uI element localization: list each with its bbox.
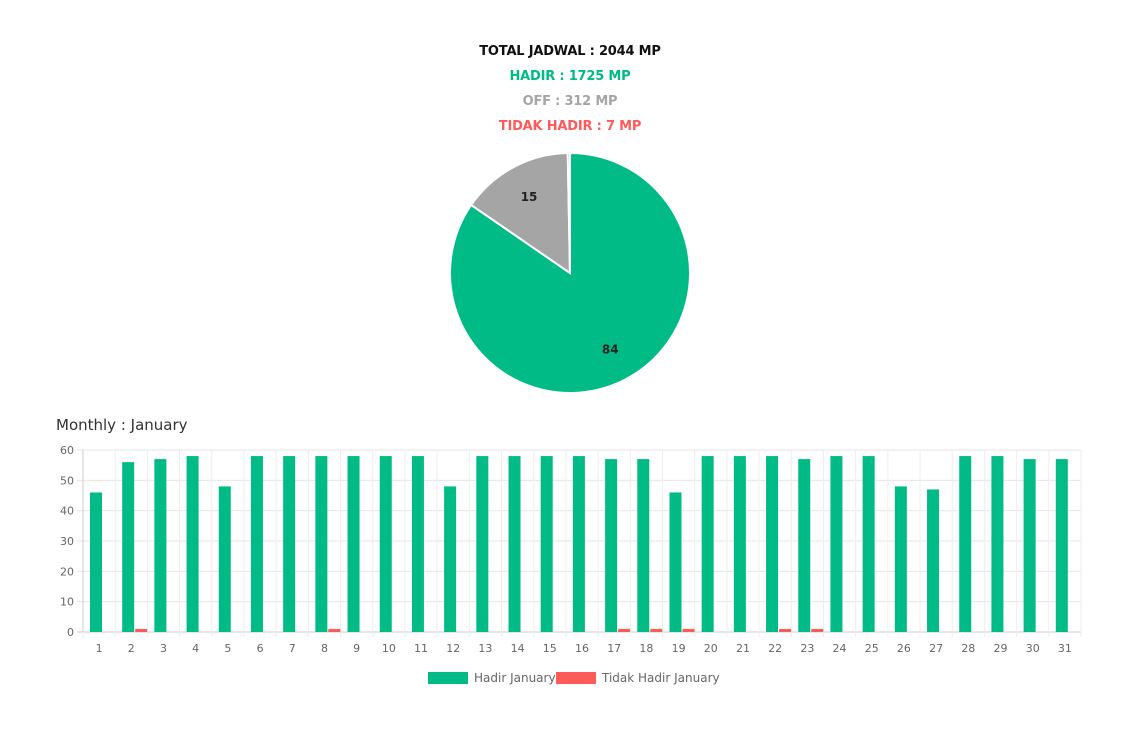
x-tick-label: 25 [865,642,879,655]
tidak-hadir-label: TIDAK HADIR : 7 MP [498,119,642,134]
bar-hadir[interactable] [1023,459,1036,632]
x-tick-label: 8 [321,642,328,655]
bar-tidak-hadir[interactable] [811,628,824,632]
bar-tidak-hadir[interactable] [135,628,148,632]
x-tick-label: 4 [192,642,199,655]
pie-data-label: 15 [521,190,538,204]
y-tick-label: 20 [60,565,74,578]
legend-label-tidak-hadir: Tidak Hadir January [602,671,720,685]
bar-hadir[interactable] [927,489,940,632]
monthly-chart-title: Monthly : January [56,416,188,434]
x-tick-label: 23 [800,642,814,655]
x-tick-label: 17 [607,642,621,655]
x-tick-label: 10 [382,642,396,655]
x-tick-label: 27 [929,642,943,655]
bar-tidak-hadir[interactable] [328,628,341,632]
x-tick-label: 29 [994,642,1008,655]
total-jadwal-label: TOTAL JADWAL : 2044 MP [479,44,661,59]
hadir-label: HADIR : 1725 MP [509,69,631,84]
bar-tidak-hadir[interactable] [682,628,695,632]
bar-hadir[interactable] [1055,459,1068,632]
x-tick-label: 22 [768,642,782,655]
x-tick-label: 6 [257,642,264,655]
bar-hadir[interactable] [766,456,779,632]
bar-hadir[interactable] [250,456,263,632]
bar-hadir[interactable] [508,456,521,632]
x-tick-label: 3 [160,642,167,655]
bar-hadir[interactable] [862,456,875,632]
bar-hadir[interactable] [186,456,199,632]
bar-hadir[interactable] [669,492,682,632]
bar-hadir[interactable] [476,456,489,632]
x-tick-label: 2 [128,642,135,655]
bar-tidak-hadir[interactable] [779,628,792,632]
y-tick-label: 50 [60,474,74,487]
bar-tidak-hadir[interactable] [618,628,631,632]
bar-hadir[interactable] [798,459,811,632]
legend-swatch-tidak-hadir [556,672,596,684]
x-tick-label: 15 [543,642,557,655]
legend-swatch-hadir [428,672,468,684]
bar-hadir[interactable] [572,456,585,632]
bar-hadir[interactable] [379,456,392,632]
y-tick-label: 40 [60,505,74,518]
pie-slice-off[interactable] [469,152,572,275]
off-label: OFF : 312 MP [522,94,618,109]
x-tick-label: 24 [833,642,847,655]
x-tick-label: 30 [1026,642,1040,655]
x-tick-label: 13 [478,642,492,655]
x-tick-label: 20 [704,642,718,655]
bar-hadir[interactable] [959,456,972,632]
y-tick-label: 30 [60,535,74,548]
bar-hadir[interactable] [411,456,424,632]
bar-hadir[interactable] [347,456,360,632]
x-tick-label: 7 [289,642,296,655]
x-tick-label: 11 [414,642,428,655]
attendance-pie-chart: 84 15 [449,151,691,394]
bar-hadir[interactable] [733,456,746,632]
bar-hadir[interactable] [444,486,457,632]
bar-hadir[interactable] [218,486,231,632]
y-tick-label: 10 [60,596,74,609]
bar-hadir[interactable] [154,459,167,632]
bar-hadir[interactable] [122,462,135,632]
x-tick-label: 16 [575,642,589,655]
x-tick-label: 12 [446,642,460,655]
bar-tidak-hadir[interactable] [650,628,663,632]
x-tick-label: 19 [672,642,686,655]
y-tick-label: 0 [67,626,74,639]
bar-hadir[interactable] [315,456,328,632]
x-tick-label: 14 [511,642,525,655]
pie-data-label: 84 [602,342,619,356]
x-tick-label: 28 [961,642,975,655]
legend-item-hadir[interactable]: Hadir January [428,671,556,685]
x-tick-label: 5 [224,642,231,655]
pie-slice-tidak-hadir[interactable] [566,151,571,274]
bar-hadir[interactable] [701,456,714,632]
x-tick-label: 18 [639,642,653,655]
x-tick-label: 9 [353,642,360,655]
bar-hadir[interactable] [605,459,618,632]
bar-hadir[interactable] [283,456,296,632]
legend-item-tidak-hadir[interactable]: Tidak Hadir January [556,671,720,685]
bar-hadir[interactable] [90,492,102,632]
x-tick-label: 31 [1058,642,1072,655]
pie-slice-hadir[interactable] [449,151,691,394]
bar-hadir[interactable] [637,459,650,632]
bar-hadir[interactable] [540,456,553,632]
bar-hadir[interactable] [830,456,843,632]
x-tick-label: 26 [897,642,911,655]
x-tick-label: 1 [96,642,103,655]
bar-hadir[interactable] [991,456,1004,632]
legend-label-hadir: Hadir January [474,671,556,685]
bar-hadir[interactable] [894,486,907,632]
x-tick-label: 21 [736,642,750,655]
y-tick-label: 60 [60,444,74,457]
